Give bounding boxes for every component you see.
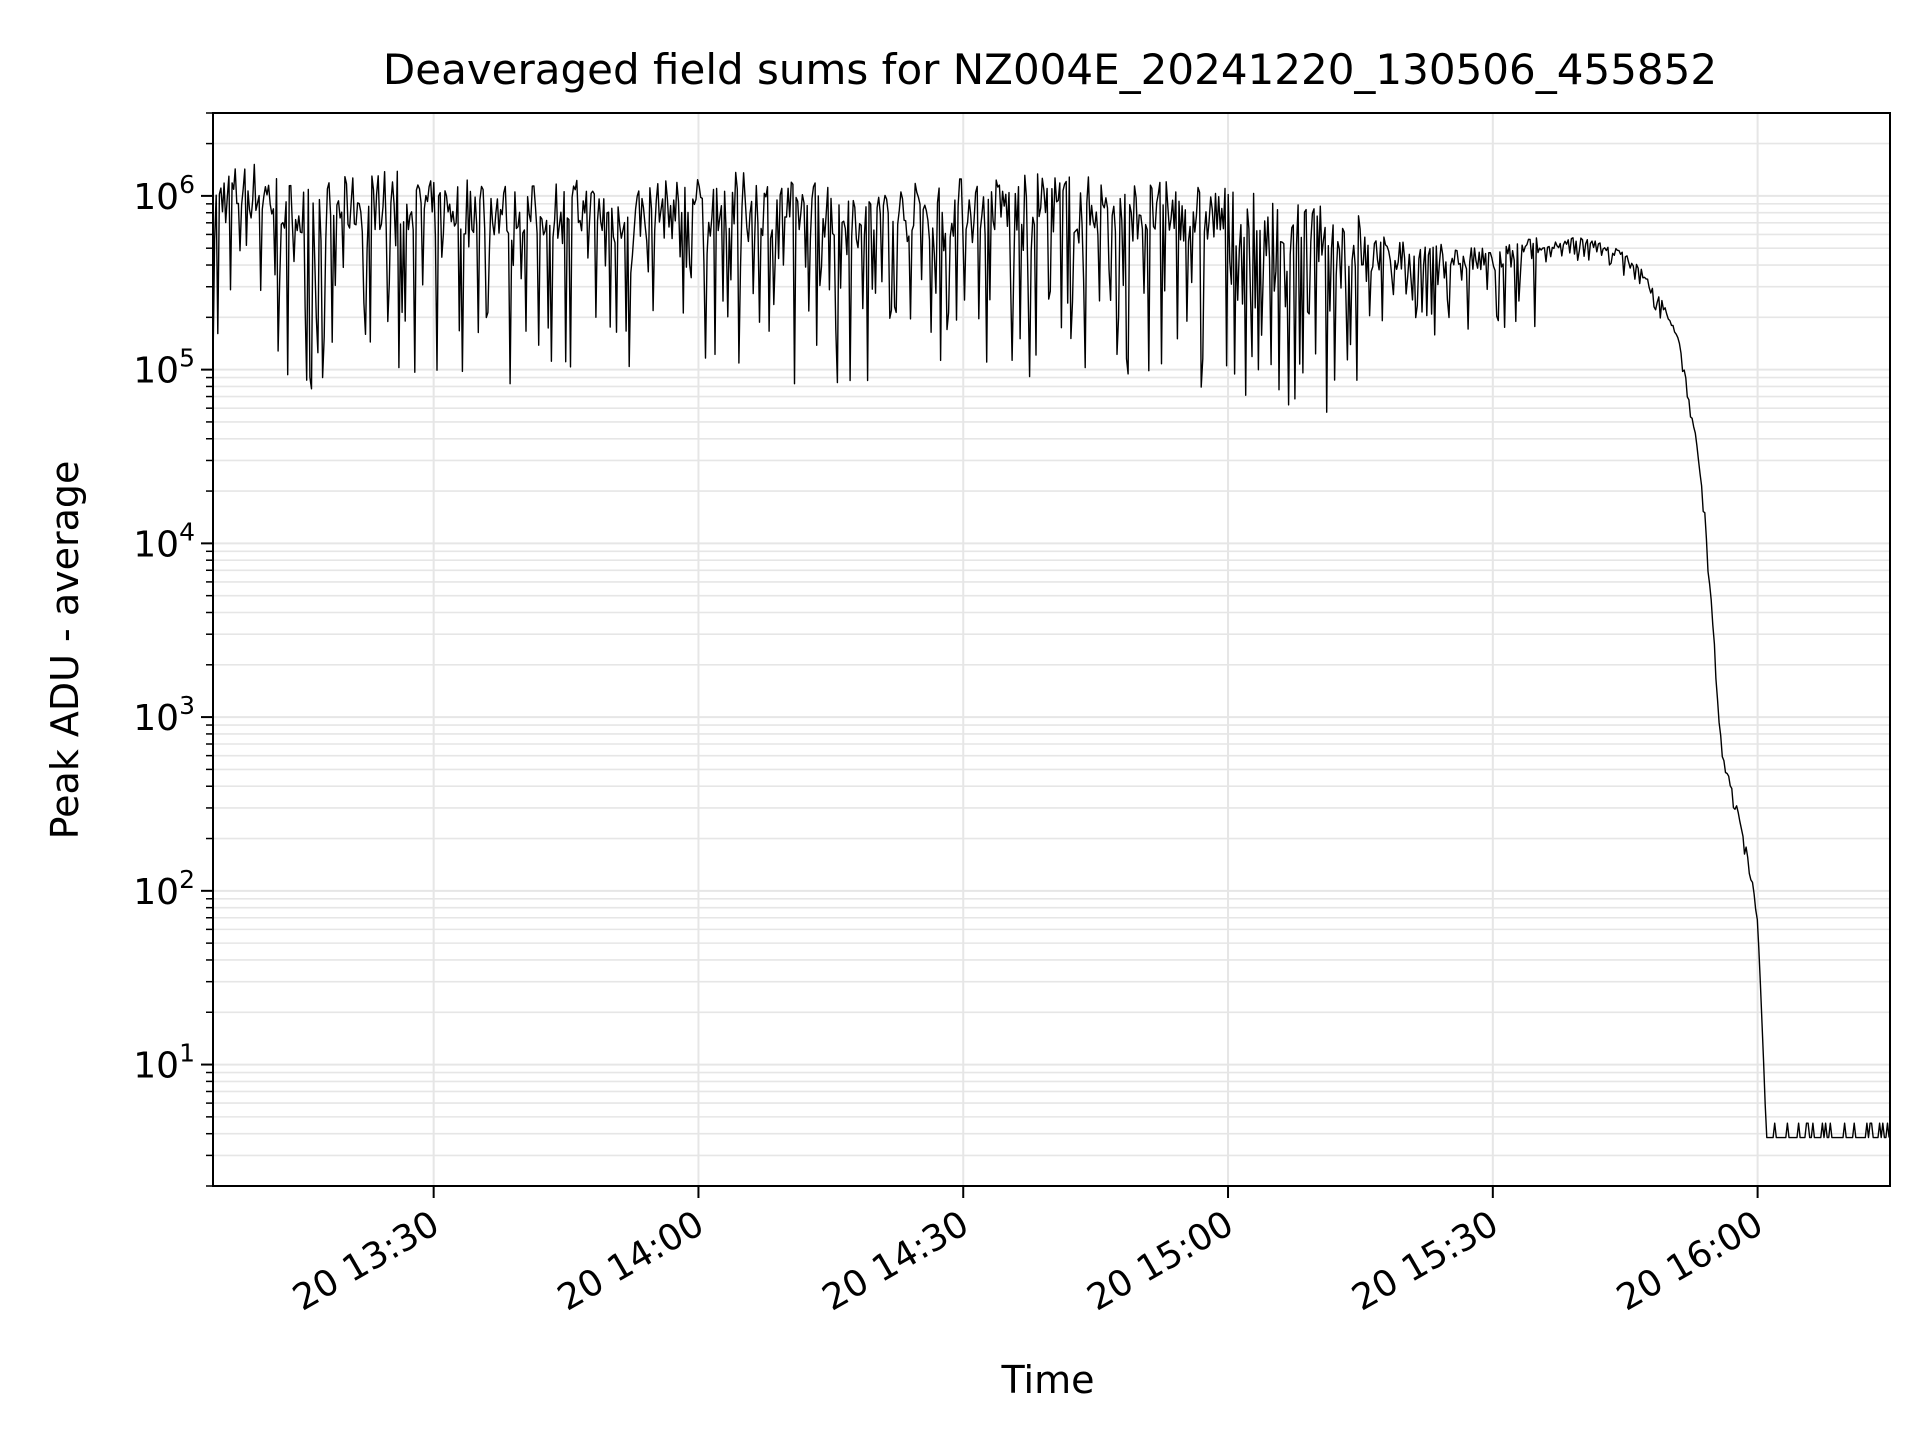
y-tick-label: 104 (133, 517, 195, 565)
series-line (212, 163, 1890, 1139)
series-layer (212, 163, 1890, 1139)
x-tick-label: 20 14:00 (551, 1203, 711, 1319)
plot-frame (212, 112, 1891, 1187)
x-tick-label: 20 14:30 (816, 1203, 976, 1319)
grid-minor (213, 112, 1890, 1187)
y-tick-label: 103 (133, 691, 195, 739)
y-tick-label: 106 (133, 170, 195, 218)
y-tick-label: 101 (133, 1039, 195, 1087)
y-tick-label: 105 (133, 344, 195, 392)
x-tick-label: 20 15:30 (1345, 1203, 1505, 1319)
x-tick-label: 20 16:00 (1610, 1203, 1770, 1319)
x-axis: 20 13:30 20 14:00 20 14:30 20 15:00 20 15:30… (286, 1186, 1770, 1319)
x-axis-label: Time (1001, 1358, 1095, 1402)
y-axis-label: Peak ADU - average (43, 461, 87, 840)
chart-title: Deaveraged field sums for NZ004E_2024122… (383, 45, 1717, 94)
y-axis: 101 102 103 104 105 106 (133, 112, 213, 1187)
y-tick-label: 102 (133, 865, 195, 913)
x-tick-label: 20 13:30 (286, 1203, 446, 1319)
x-tick-label: 20 15:00 (1081, 1203, 1241, 1319)
